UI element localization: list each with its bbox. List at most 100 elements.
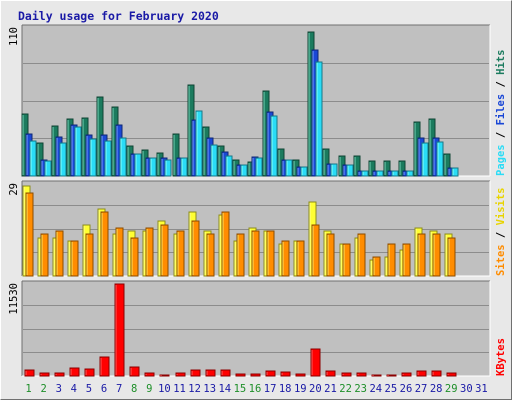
x-tick-label-day-23: 23 bbox=[354, 383, 367, 395]
x-tick-label-day-2: 2 bbox=[40, 383, 46, 395]
bar-pages-day-10 bbox=[164, 159, 172, 177]
bar-sites-day-22 bbox=[342, 243, 351, 277]
bar-pages-day-11 bbox=[180, 157, 188, 177]
bar-kbytes-day-26 bbox=[401, 372, 412, 377]
x-tick-label-day-18: 18 bbox=[279, 383, 292, 395]
legend-kbytes: KBytes bbox=[495, 338, 507, 376]
legend-separator: / bbox=[495, 225, 507, 244]
x-tick-label-day-20: 20 bbox=[309, 383, 322, 395]
bar-kbytes-day-10 bbox=[159, 374, 170, 377]
bar-kbytes-day-20 bbox=[310, 348, 321, 377]
bar-hits-day-25 bbox=[383, 160, 391, 177]
bar-pages-day-9 bbox=[149, 157, 157, 177]
bar-pages-day-17 bbox=[270, 115, 278, 177]
bar-sites-day-6 bbox=[100, 211, 109, 277]
bar-kbytes-day-16 bbox=[250, 373, 261, 377]
bar-pages-day-8 bbox=[134, 153, 142, 177]
x-tick-label-day-1: 1 bbox=[25, 383, 31, 395]
y-axis-max-label: 11530 bbox=[8, 283, 20, 315]
bar-sites-day-29 bbox=[447, 237, 456, 277]
bar-sites-day-14 bbox=[221, 211, 230, 277]
bar-hits-day-23 bbox=[353, 155, 361, 177]
bar-sites-day-7 bbox=[115, 227, 124, 277]
bar-pages-day-20 bbox=[315, 61, 323, 177]
chart-title: Daily usage for February 2020 bbox=[18, 9, 219, 23]
legend-sites: Sites bbox=[495, 244, 507, 276]
bar-hits-day-21 bbox=[322, 148, 330, 177]
bar-sites-day-15 bbox=[236, 233, 245, 277]
bar-sites-day-17 bbox=[266, 230, 275, 277]
bar-kbytes-day-22 bbox=[341, 372, 352, 377]
x-tick-label-day-27: 27 bbox=[415, 383, 428, 395]
bar-sites-day-19 bbox=[296, 240, 305, 277]
legend-separator: / bbox=[495, 125, 507, 144]
x-tick-label-day-17: 17 bbox=[264, 383, 277, 395]
bar-sites-day-4 bbox=[70, 240, 79, 277]
x-tick-label-day-3: 3 bbox=[56, 383, 62, 395]
x-tick-label-day-30: 30 bbox=[460, 383, 473, 395]
x-tick-label-day-31: 31 bbox=[475, 383, 488, 395]
bar-sites-day-26 bbox=[402, 243, 411, 277]
panel-visits-sites: 29 Sites / Visits bbox=[8, 180, 507, 277]
x-tick-label-day-9: 9 bbox=[146, 383, 152, 395]
legend-visits: Visits bbox=[495, 187, 507, 225]
bar-sites-day-2 bbox=[40, 233, 49, 277]
legend-files: Files bbox=[495, 94, 507, 126]
bar-sites-day-1 bbox=[25, 192, 34, 277]
legend-kbytes: KBytes bbox=[495, 338, 507, 376]
bar-kbytes-day-8 bbox=[129, 366, 140, 377]
x-tick-label-day-13: 13 bbox=[203, 383, 216, 395]
bar-sites-day-16 bbox=[251, 230, 260, 277]
x-tick-label-day-7: 7 bbox=[116, 383, 122, 395]
x-tick-label-day-29: 29 bbox=[445, 383, 458, 395]
x-tick-label-day-15: 15 bbox=[234, 383, 247, 395]
panel-hits-files-pages: 110 Pages / Files / Hits bbox=[8, 24, 507, 177]
legend-hits: Hits bbox=[495, 50, 507, 75]
bar-sites-day-10 bbox=[160, 224, 169, 277]
bar-sites-day-13 bbox=[206, 233, 215, 277]
bar-kbytes-day-19 bbox=[295, 373, 306, 377]
x-tick-label-day-16: 16 bbox=[249, 383, 262, 395]
bar-kbytes-day-14 bbox=[220, 369, 231, 377]
bar-hits-day-11 bbox=[172, 133, 180, 177]
x-axis-day-labels: 1 2 3 4 5 6 7 8 9 10 11 12 13 14 15 16 17 18 19 20 21 22 23 24 2… bbox=[25, 383, 487, 395]
bar-sites-day-20 bbox=[311, 224, 320, 277]
bar-sites-day-23 bbox=[357, 233, 366, 277]
bar-sites-day-8 bbox=[130, 237, 139, 277]
plot-area bbox=[22, 281, 490, 376]
panel-kbytes: 11530 KBytes bbox=[8, 280, 507, 377]
bar-pages-day-4 bbox=[74, 126, 82, 177]
bar-hits-day-26 bbox=[398, 160, 406, 177]
bar-kbytes-day-29 bbox=[446, 372, 457, 377]
x-tick-label-day-21: 21 bbox=[324, 383, 337, 395]
bar-kbytes-day-15 bbox=[235, 373, 246, 377]
bar-sites-day-5 bbox=[85, 233, 94, 277]
bar-sites-day-27 bbox=[417, 233, 426, 277]
x-tick-label-day-25: 25 bbox=[385, 383, 398, 395]
bar-kbytes-day-24 bbox=[371, 374, 382, 377]
bar-kbytes-day-11 bbox=[175, 372, 186, 377]
bar-kbytes-day-2 bbox=[39, 372, 50, 377]
x-tick-label-day-19: 19 bbox=[294, 383, 307, 395]
x-tick-label-day-28: 28 bbox=[430, 383, 443, 395]
bar-kbytes-day-13 bbox=[205, 369, 216, 377]
x-tick-label-day-14: 14 bbox=[218, 383, 231, 395]
bar-pages-day-29 bbox=[451, 167, 459, 177]
bar-kbytes-day-12 bbox=[190, 369, 201, 377]
bar-sites-day-3 bbox=[55, 230, 64, 277]
bar-pages-day-21 bbox=[330, 163, 338, 177]
bar-pages-day-6 bbox=[104, 140, 112, 177]
bar-pages-day-3 bbox=[59, 142, 67, 177]
bar-sites-day-11 bbox=[176, 230, 185, 277]
bar-pages-day-24 bbox=[376, 170, 384, 177]
bar-pages-day-19 bbox=[300, 166, 308, 177]
bar-pages-day-28 bbox=[436, 141, 444, 177]
bar-pages-day-13 bbox=[210, 144, 218, 177]
legend-visits-sites: Sites / Visits bbox=[495, 187, 507, 276]
bar-pages-day-22 bbox=[346, 164, 354, 177]
bar-pages-day-25 bbox=[391, 170, 399, 177]
bar-pages-day-5 bbox=[89, 138, 97, 177]
bar-kbytes-day-1 bbox=[24, 369, 35, 377]
x-tick-label-day-4: 4 bbox=[71, 383, 77, 395]
